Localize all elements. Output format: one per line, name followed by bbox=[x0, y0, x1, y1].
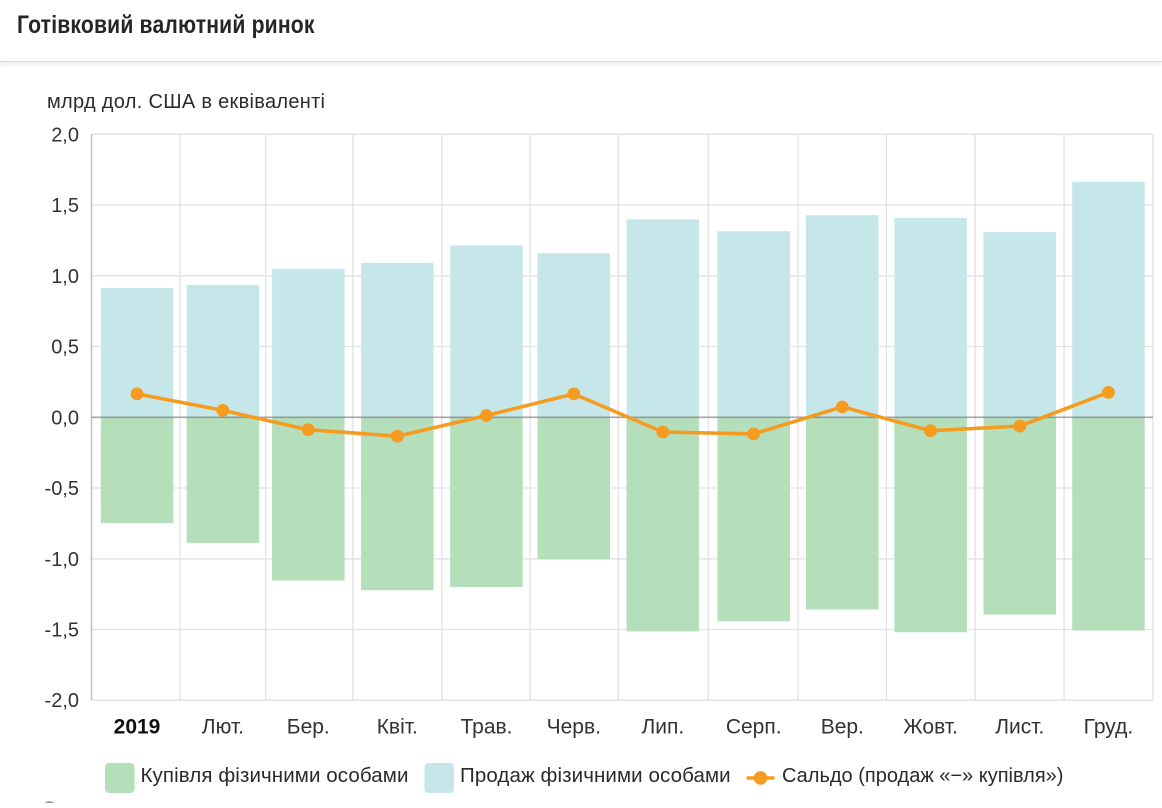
svg-text:0,0: 0,0 bbox=[51, 407, 79, 429]
svg-text:Квіт.: Квіт. bbox=[377, 716, 418, 739]
svg-text:Лист.: Лист. bbox=[995, 716, 1044, 739]
svg-text:Вер.: Вер. bbox=[821, 716, 864, 739]
svg-text:-1,0: -1,0 bbox=[45, 549, 79, 571]
svg-text:Купівля фізичними особами: Купівля фізичними особами bbox=[141, 764, 409, 787]
svg-text:Трав.: Трав. bbox=[461, 716, 513, 739]
svg-text:-0,5: -0,5 bbox=[45, 478, 79, 500]
svg-text:-2,0: -2,0 bbox=[45, 690, 79, 712]
svg-text:Груд.: Груд. bbox=[1084, 716, 1134, 739]
svg-text:-1,5: -1,5 bbox=[45, 620, 79, 642]
svg-text:2,0: 2,0 bbox=[51, 124, 79, 146]
svg-text:1,0: 1,0 bbox=[51, 266, 79, 288]
svg-text:Бер.: Бер. bbox=[287, 716, 330, 739]
svg-text:Жовт.: Жовт. bbox=[903, 716, 958, 739]
svg-text:1,5: 1,5 bbox=[51, 195, 79, 217]
svg-text:Лип.: Лип. bbox=[641, 716, 684, 739]
svg-text:Продаж фізичними особами: Продаж фізичними особами bbox=[460, 764, 731, 787]
svg-text:Сальдо (продаж «−» купівля»): Сальдо (продаж «−» купівля») bbox=[782, 765, 1063, 787]
svg-text:2019: 2019 bbox=[114, 716, 161, 739]
svg-text:0,5: 0,5 bbox=[51, 337, 79, 359]
svg-text:Серп.: Серп. bbox=[726, 716, 782, 739]
svg-text:Черв.: Черв. bbox=[547, 716, 601, 739]
svg-text:Лют.: Лют. bbox=[202, 716, 244, 739]
